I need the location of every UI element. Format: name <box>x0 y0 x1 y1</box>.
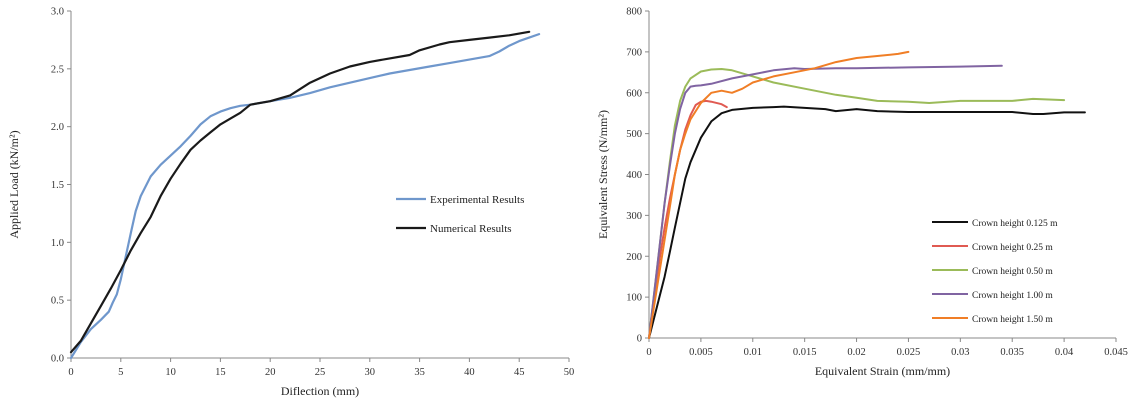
series-line-4 <box>648 50 910 339</box>
x-tick-label: 0.02 <box>847 347 865 358</box>
x-tick-label: 0.005 <box>689 347 713 358</box>
series-line-1 <box>69 30 531 354</box>
x-tick-label: 0.04 <box>1055 347 1074 358</box>
legend-label-3: Crown height 1.00 m <box>972 291 1053 301</box>
y-tick-label: 700 <box>626 47 642 58</box>
y-tick-label: 2.5 <box>51 64 64 75</box>
x-tick-label: 15 <box>215 367 226 378</box>
series-line-0 <box>69 32 541 360</box>
y-tick-label: 1.0 <box>51 238 64 249</box>
y-tick-label: 400 <box>626 170 642 181</box>
x-axis-label: Equivalent Strain (mm/mm) <box>815 364 950 378</box>
x-tick-label: 0.045 <box>1104 347 1128 358</box>
x-tick-label: 10 <box>165 367 176 378</box>
legend-label-1: Crown height 0.25 m <box>972 243 1053 253</box>
legend-label-1: Numerical Results <box>430 223 512 235</box>
x-tick-label: 0 <box>646 347 651 358</box>
x-tick-label: 35 <box>414 367 425 378</box>
legend-label-0: Experimental Results <box>430 194 524 206</box>
series-line-1 <box>648 99 728 339</box>
series-line-3 <box>648 64 1003 339</box>
y-tick-label: 2.0 <box>51 122 64 133</box>
y-tick-label: 500 <box>626 129 642 140</box>
x-tick-label: 25 <box>315 367 326 378</box>
x-tick-label: 40 <box>464 367 475 378</box>
y-tick-label: 600 <box>626 88 642 99</box>
x-tick-label: 0.03 <box>951 347 969 358</box>
x-tick-label: 0.035 <box>1000 347 1024 358</box>
y-tick-label: 3.0 <box>51 7 64 18</box>
y-tick-label: 100 <box>626 293 642 304</box>
y-tick-label: 0.5 <box>51 296 64 307</box>
y-tick-label: 200 <box>626 252 642 263</box>
x-tick-label: 5 <box>118 367 123 378</box>
x-tick-label: 20 <box>265 367 276 378</box>
y-axis-label: Equivalent Stress (N/mm²) <box>596 110 610 239</box>
legend-label-4: Crown height 1.50 m <box>972 315 1053 325</box>
legend-label-2: Crown height 0.50 m <box>972 267 1053 277</box>
x-tick-label: 0.01 <box>744 347 762 358</box>
chart-stress-strain: 0 100 200 300 400 500 600 700 800 0 0.005 0.01 0.015… <box>596 7 1128 379</box>
x-axis-label: Diflection (mm) <box>281 384 359 398</box>
x-tick-label: 50 <box>564 367 575 378</box>
x-tick-label: 0.025 <box>897 347 921 358</box>
y-tick-label: 1.5 <box>51 180 64 191</box>
x-tick-label: 0.015 <box>793 347 817 358</box>
x-tick-label: 30 <box>365 367 376 378</box>
y-axis-label: Applied Load (kN/m²) <box>7 130 21 238</box>
x-tick-label: 45 <box>514 367 525 378</box>
y-tick-label: 0.0 <box>51 354 64 365</box>
y-tick-label: 300 <box>626 211 642 222</box>
y-tick-label: 0 <box>637 334 642 345</box>
x-tick-label: 0 <box>68 367 73 378</box>
y-tick-label: 800 <box>626 7 642 18</box>
chart-experimental-vs-numerical: 0.0 0.5 1.0 1.5 2.0 2.5 3.0 0 5 10 15 20 25 30 35 40 45 5… <box>7 7 575 399</box>
series-line-0 <box>648 105 1086 339</box>
legend-label-0: Crown height 0.125 m <box>972 219 1058 229</box>
